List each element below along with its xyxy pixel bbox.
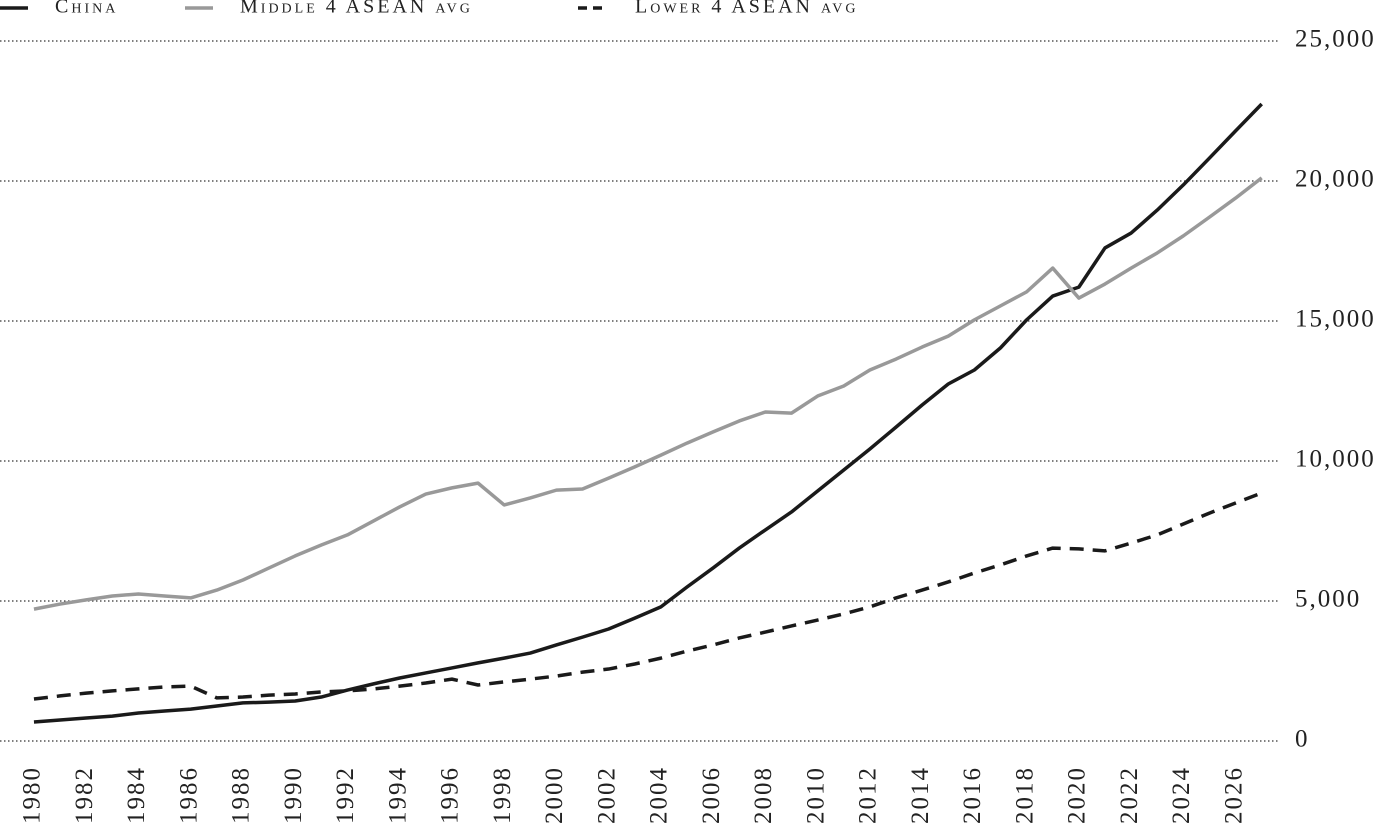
legend-label: China xyxy=(55,0,118,18)
x-tick-label: 2024 xyxy=(1168,766,1195,824)
y-tick-label: 5,000 xyxy=(1295,586,1361,613)
x-tick-label: 1986 xyxy=(175,766,202,824)
legend-label: Lower 4 ASEAN avg xyxy=(635,0,859,18)
x-tick-label: 2020 xyxy=(1064,766,1091,824)
x-tick-label: 2012 xyxy=(855,766,882,824)
x-tick-label: 2008 xyxy=(750,766,777,824)
x-tick-label: 1990 xyxy=(280,766,307,824)
x-tick-label: 2004 xyxy=(646,766,673,824)
y-tick-label: 20,000 xyxy=(1295,166,1376,193)
x-tick-label: 2014 xyxy=(907,766,934,824)
x-tick-label: 1996 xyxy=(437,766,464,824)
series-line xyxy=(33,102,1263,724)
x-tick-label: 2022 xyxy=(1116,766,1143,824)
x-tick-label: 2016 xyxy=(959,766,986,824)
x-tick-label: 1998 xyxy=(489,766,516,824)
series-line xyxy=(33,491,1263,701)
x-tick-label: 2006 xyxy=(698,766,725,824)
x-tick-label: 2010 xyxy=(802,766,829,824)
x-tick-label: 2000 xyxy=(541,766,568,824)
x-tick-label: 1992 xyxy=(332,766,359,824)
y-tick-label: 10,000 xyxy=(1295,446,1376,473)
x-tick-label: 2018 xyxy=(1011,766,1038,824)
y-tick-label: 15,000 xyxy=(1295,306,1376,333)
legend-label: Middle 4 ASEAN avg xyxy=(240,0,473,18)
x-tick-label: 1982 xyxy=(71,766,98,824)
y-tick-label: 0 xyxy=(1295,726,1310,753)
x-tick-label: 1980 xyxy=(19,766,46,824)
y-tick-label: 25,000 xyxy=(1295,26,1376,53)
series-line xyxy=(33,176,1263,611)
x-tick-label: 1988 xyxy=(228,766,255,824)
x-tick-label: 1984 xyxy=(123,766,150,824)
x-tick-label: 2002 xyxy=(593,766,620,824)
x-tick-label: 1994 xyxy=(384,766,411,824)
x-tick-label: 2026 xyxy=(1220,766,1247,824)
